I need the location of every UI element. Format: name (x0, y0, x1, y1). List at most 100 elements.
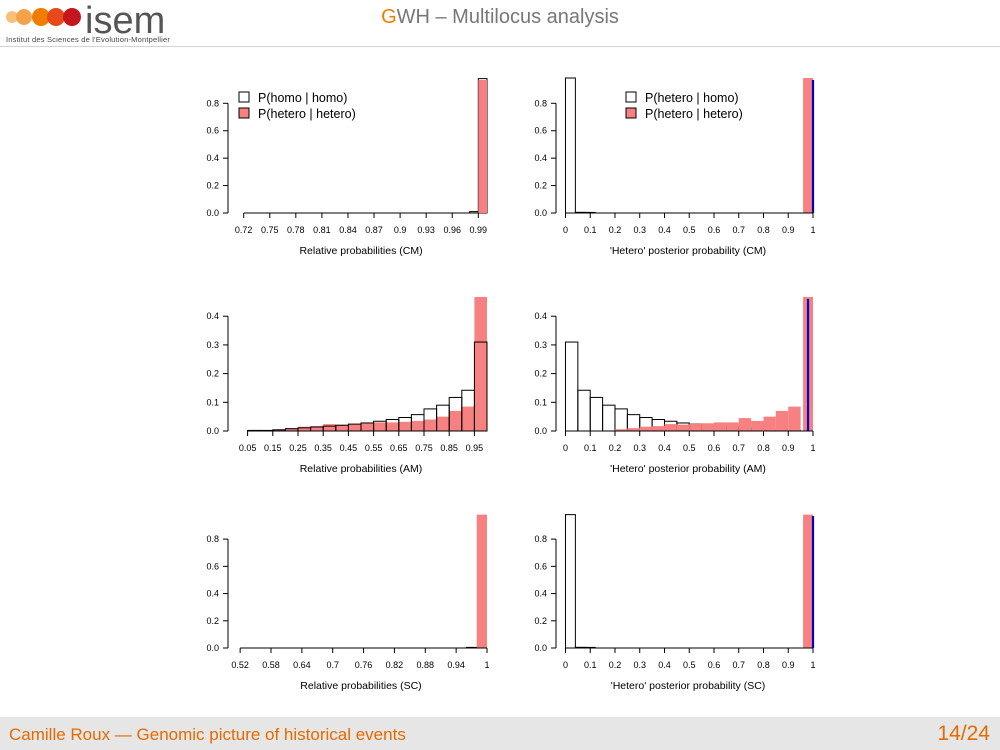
x-tick-label: 0.7 (732, 443, 745, 453)
legend-swatch (625, 107, 637, 119)
x-tick-label: 0.2 (609, 660, 622, 670)
histogram-bar (676, 424, 690, 431)
x-tick-label: 1 (810, 660, 815, 670)
x-tick-label: 0.9 (782, 443, 795, 453)
histogram-bar (310, 426, 324, 431)
x-tick-label: 0.9 (782, 660, 795, 670)
legend-label: P(homo | homo) (258, 91, 347, 105)
x-tick-label: 0.6 (708, 225, 721, 235)
x-tick-label: 0.3 (633, 443, 646, 453)
histogram-bar (751, 420, 764, 431)
header-divider (0, 46, 1000, 47)
y-tick-label: 0.6 (534, 561, 547, 571)
histogram-bar (411, 420, 424, 431)
histogram-bar (589, 396, 604, 432)
x-tick-label: 0.3 (633, 660, 646, 670)
y-tick-label: 0.0 (534, 208, 547, 218)
y-tick-label: 0.8 (206, 98, 219, 108)
histogram-bar (476, 514, 487, 648)
x-tick-label: 1 (810, 443, 815, 453)
histogram-bar (689, 423, 702, 431)
y-tick-label: 0.0 (534, 643, 547, 653)
y-tick-label: 0.4 (206, 311, 219, 321)
histogram-bar (564, 77, 576, 214)
x-tick-label: 0.81 (313, 225, 331, 235)
histogram-bar (713, 422, 727, 431)
x-tick-label: 0.75 (415, 443, 433, 453)
x-tick-label: 0.76 (355, 660, 373, 670)
page-number: 14/24 (937, 722, 990, 745)
y-tick-label: 0.2 (534, 369, 547, 379)
histogram-bar (398, 421, 412, 431)
histogram-bar (664, 424, 677, 431)
y-tick-label: 0.2 (534, 616, 547, 626)
histogram-bar (373, 422, 387, 431)
legend-swatch (238, 91, 250, 103)
x-tick-label: 0 (563, 443, 568, 453)
x-tick-label: 0.35 (314, 443, 332, 453)
histogram-bar (775, 410, 789, 431)
histogram-bar (577, 389, 591, 432)
histogram-bar (335, 424, 349, 431)
slide-title-text: WH – Multilocus analysis (396, 6, 619, 28)
x-tick-label: 0.55 (365, 443, 383, 453)
histogram-bar (449, 410, 462, 431)
x-tick-label: 0.99 (470, 225, 488, 235)
y-tick-label: 0.3 (206, 340, 219, 350)
y-tick-label: 0.1 (534, 397, 547, 407)
x-tick-label: 0.7 (732, 225, 745, 235)
legend-swatch (238, 107, 250, 119)
histogram-bar (738, 418, 752, 431)
histogram-bar (614, 408, 628, 432)
x-tick-label: 0.2 (609, 443, 622, 453)
logo-wordmark: isem (85, 0, 165, 42)
histogram-bar (803, 78, 813, 213)
footer-author: Camille Roux — Genomic picture of histor… (9, 725, 406, 744)
y-tick-label: 0.2 (206, 616, 219, 626)
y-tick-label: 0.8 (534, 98, 547, 108)
logo-dot-icon (47, 8, 65, 26)
x-tick-label: 0.15 (264, 443, 282, 453)
y-tick-label: 0.4 (206, 589, 219, 599)
x-tick-label: 0.9 (782, 225, 795, 235)
x-tick-label: 0.2 (609, 225, 622, 235)
x-tick-label: 0.85 (440, 443, 458, 453)
histogram-bar (478, 80, 487, 213)
x-tick-label: 0.72 (235, 225, 253, 235)
histogram-bar (298, 426, 311, 431)
histogram-bar (461, 406, 475, 431)
y-tick-label: 0.0 (206, 643, 219, 653)
x-tick-label: 0.94 (447, 660, 465, 670)
x-tick-label: 0.88 (417, 660, 435, 670)
x-tick-label: 0.1 (584, 225, 597, 235)
histogram-bar (602, 404, 616, 432)
y-tick-label: 0.8 (206, 534, 219, 544)
logo-dot-icon (6, 11, 18, 23)
x-tick-label: 0.6 (708, 660, 721, 670)
footer-bar: Camille Roux — Genomic picture of histor… (0, 717, 1000, 750)
histogram-bar (763, 416, 776, 431)
histogram-bar (788, 406, 801, 431)
x-axis-title: 'Hetero' posterior probability (CM) (610, 245, 766, 257)
legend-label: P(hetero | hetero) (645, 107, 743, 121)
x-tick-label: 0.05 (239, 443, 257, 453)
x-axis-title: Relative probabilities (SC) (300, 680, 421, 692)
x-tick-label: 0.84 (339, 225, 357, 235)
histogram-bar (726, 422, 739, 431)
slide-title: GWH – Multilocus analysis (0, 6, 1000, 29)
y-tick-label: 0.6 (534, 126, 547, 136)
x-tick-label: 0.6 (708, 443, 721, 453)
x-tick-label: 0.4 (658, 225, 671, 235)
histogram-bar (386, 422, 399, 431)
x-tick-label: 0.87 (365, 225, 383, 235)
logo-subtitle: Institut des Sciences de l'Evolution-Mon… (6, 35, 171, 44)
histogram-panel-grid: 0.00.20.40.60.80.72 0.75 0.78 0.81 0.84 0.87 0… (206, 77, 816, 692)
x-axis-title: Relative probabilities (AM) (300, 463, 423, 475)
x-tick-label: 0.25 (289, 443, 307, 453)
y-tick-label: 0.1 (206, 397, 219, 407)
x-tick-label: 0.45 (340, 443, 358, 453)
logo-dot-icon (63, 8, 81, 26)
x-tick-label: 0.96 (443, 225, 461, 235)
histogram-bar (652, 426, 665, 431)
x-tick-label: 0.8 (757, 660, 770, 670)
